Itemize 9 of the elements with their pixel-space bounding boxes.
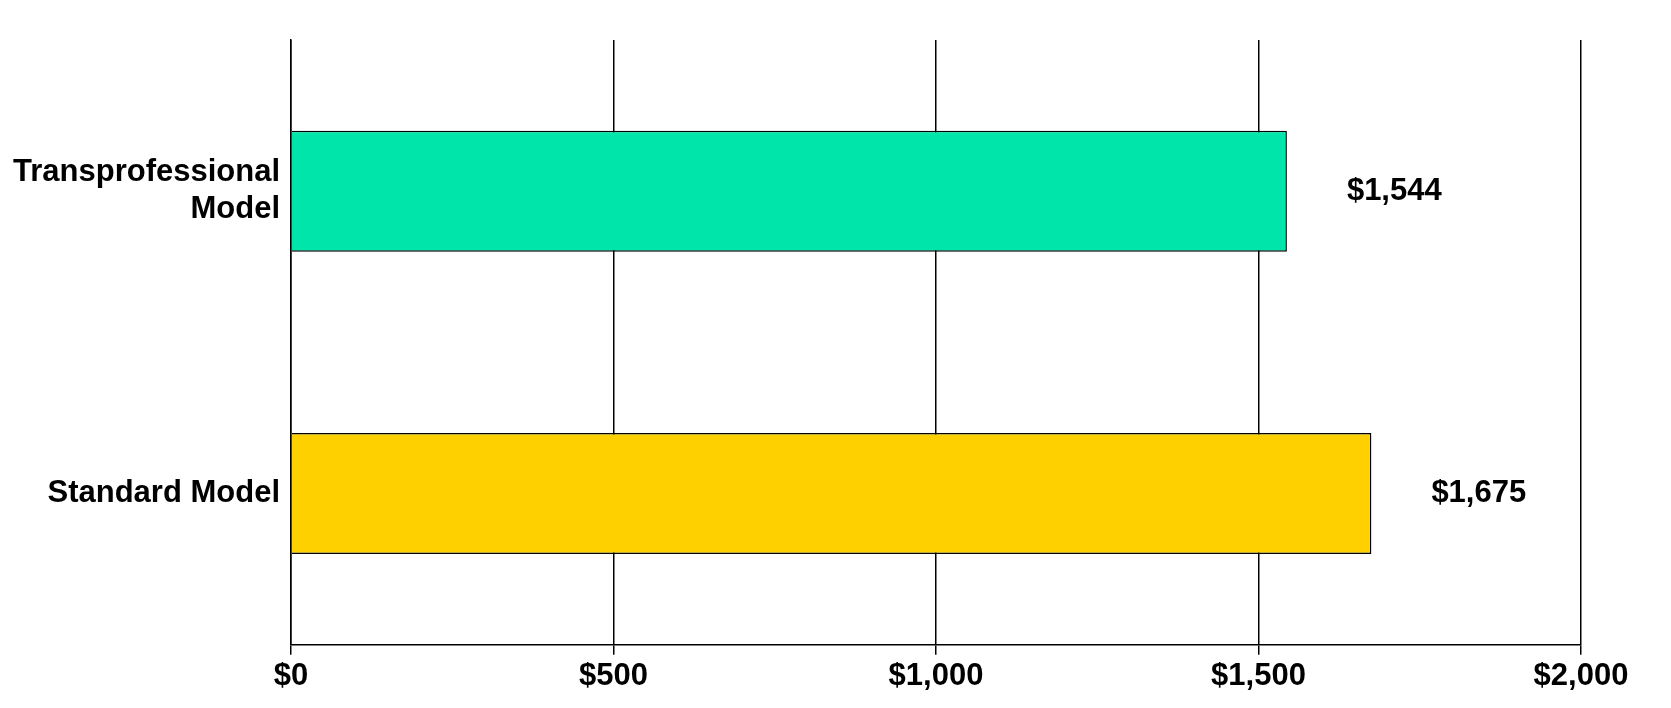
data-label: $1,544 — [1346, 171, 1443, 207]
x-tick-label: $1,500 — [1211, 656, 1306, 692]
x-tick-label: $2,000 — [1533, 656, 1629, 692]
data-label: $1,675 — [1431, 474, 1527, 510]
x-tick-label: $1,000 — [888, 656, 984, 692]
x-tick-label: $500 — [579, 656, 648, 692]
x-tick-label: $0 — [273, 656, 309, 692]
y-tick-label: Standard Model — [47, 474, 281, 510]
y-tick-label: Transprofessional Model — [13, 153, 281, 226]
